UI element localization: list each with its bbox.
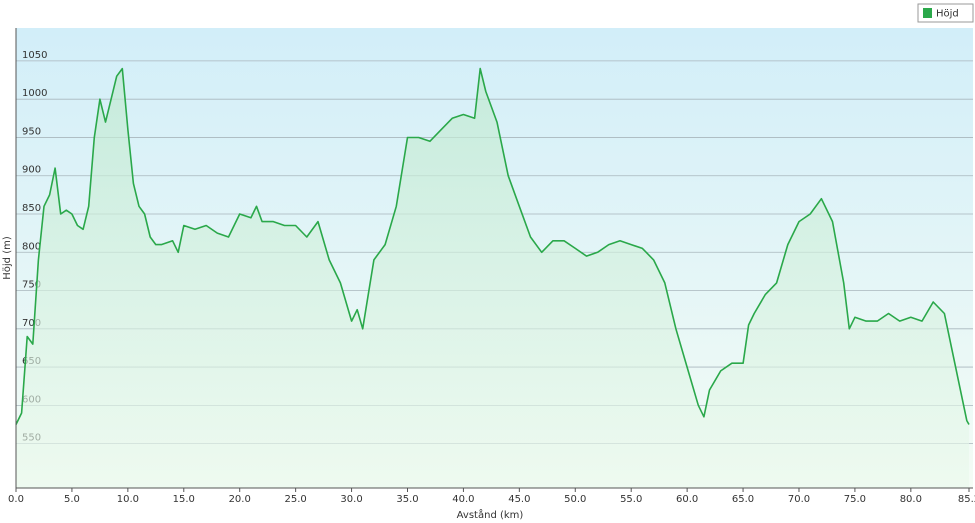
x-tick-label: 20.0 bbox=[229, 494, 251, 505]
legend: Höjd bbox=[917, 3, 974, 23]
y-tick-label: 900 bbox=[22, 165, 41, 176]
x-tick-label: 10.0 bbox=[117, 494, 139, 505]
y-tick-label: 1050 bbox=[22, 50, 47, 61]
x-tick-label: 70.0 bbox=[788, 494, 810, 505]
y-tick-label: 700 bbox=[22, 318, 41, 329]
y-tick-label: 950 bbox=[22, 126, 41, 137]
x-tick-label: 40.0 bbox=[452, 494, 474, 505]
x-tick-label: 75.0 bbox=[844, 494, 866, 505]
x-tick-label: 0.0 bbox=[8, 494, 24, 505]
y-tick-label: 1000 bbox=[22, 88, 47, 99]
x-tick-label: 55.0 bbox=[620, 494, 642, 505]
x-tick-label: 60.0 bbox=[676, 494, 698, 505]
x-tick-label: 45.0 bbox=[508, 494, 530, 505]
legend-label: Höjd bbox=[936, 9, 959, 20]
y-tick-label: 750 bbox=[22, 280, 41, 291]
elevation-line bbox=[15, 67, 970, 425]
legend-swatch bbox=[923, 8, 932, 18]
y-tick-label: 800 bbox=[22, 241, 41, 252]
x-tick-label: 30.0 bbox=[340, 494, 362, 505]
y-tick-label: 850 bbox=[22, 203, 41, 214]
x-tick-label: 65.0 bbox=[732, 494, 754, 505]
x-tick-label: 85.2 bbox=[958, 494, 975, 505]
x-tick-label: 80.0 bbox=[900, 494, 922, 505]
x-tick-label: 5.0 bbox=[64, 494, 80, 505]
x-axis-label: Avstånd (km) bbox=[457, 508, 524, 521]
x-tick-label: 50.0 bbox=[564, 494, 586, 505]
area-fill bbox=[16, 68, 969, 488]
x-tick-label: 25.0 bbox=[285, 494, 307, 505]
x-tick-label: 35.0 bbox=[396, 494, 418, 505]
x-tick-label: 15.0 bbox=[173, 494, 195, 505]
y-axis-label: Höjd (m) bbox=[2, 236, 13, 280]
